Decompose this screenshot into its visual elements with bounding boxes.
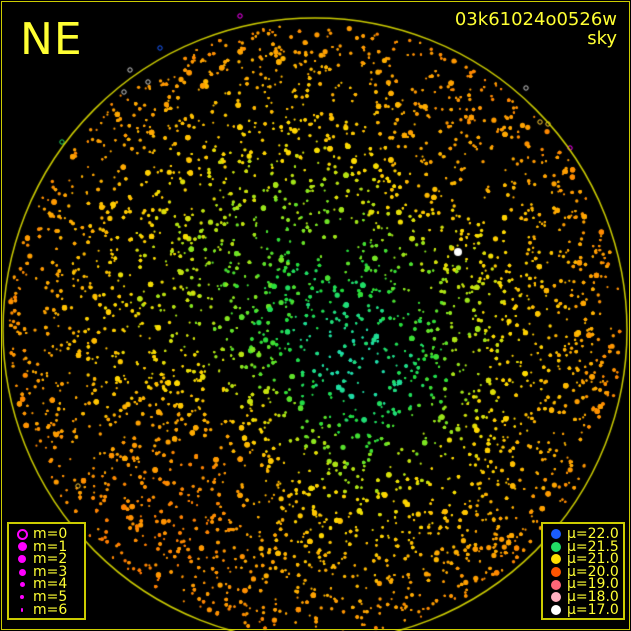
magnitude-marker-icon bbox=[16, 528, 28, 540]
color-swatch-icon bbox=[551, 604, 561, 615]
frame-type: sky bbox=[587, 28, 617, 49]
legend-item-mu-4: μ=19.0 bbox=[545, 578, 623, 591]
legend-item-mu-3: μ=20.0 bbox=[545, 565, 623, 579]
color-swatch-icon bbox=[551, 554, 561, 565]
magnitude-legend: m=0 m=1 m=2 m=3 m=4 m=5 m=6 bbox=[7, 522, 86, 620]
color-swatch-icon bbox=[551, 567, 561, 578]
color-swatch-icon bbox=[551, 529, 561, 540]
legend-item-mu-1: μ=21.5 bbox=[545, 540, 623, 553]
brightness-legend: μ=22.0 μ=21.5 μ=21.0 μ=20.0 μ=19.0 μ=18.0 μ=17… bbox=[541, 522, 625, 620]
legend-item-m3: m=3 bbox=[11, 565, 84, 579]
legend-item-m1: m=1 bbox=[11, 540, 84, 553]
magnitude-marker-icon bbox=[18, 555, 26, 564]
color-swatch-icon bbox=[551, 541, 561, 552]
magnitude-marker-icon bbox=[21, 607, 23, 612]
legend-item-m2: m=2 bbox=[11, 553, 84, 566]
magnitude-marker-icon bbox=[17, 542, 27, 552]
legend-item-mu-0: μ=22.0 bbox=[545, 527, 623, 541]
frame-id: 03k61024o0526w bbox=[454, 9, 617, 30]
legend-item-m6: m=6 bbox=[11, 603, 84, 616]
magnitude-marker-icon bbox=[18, 568, 26, 576]
legend-item-m0: m=0 bbox=[11, 527, 84, 541]
legend-item-mu-5: μ=18.0 bbox=[545, 590, 623, 604]
legend-item-m5: m=5 bbox=[11, 590, 84, 604]
frame-title: 03k61024o0526w sky bbox=[455, 10, 617, 48]
color-swatch-icon bbox=[551, 579, 561, 590]
legend-item-m4: m=4 bbox=[11, 578, 84, 591]
legend-item-mu-6: μ=17.0 bbox=[545, 603, 623, 616]
magnitude-marker-icon bbox=[19, 582, 25, 588]
color-swatch-icon bbox=[551, 592, 561, 603]
direction-label: NE bbox=[20, 14, 83, 65]
magnitude-marker-icon bbox=[20, 595, 24, 600]
legend-item-mu-2: μ=21.0 bbox=[545, 553, 623, 566]
